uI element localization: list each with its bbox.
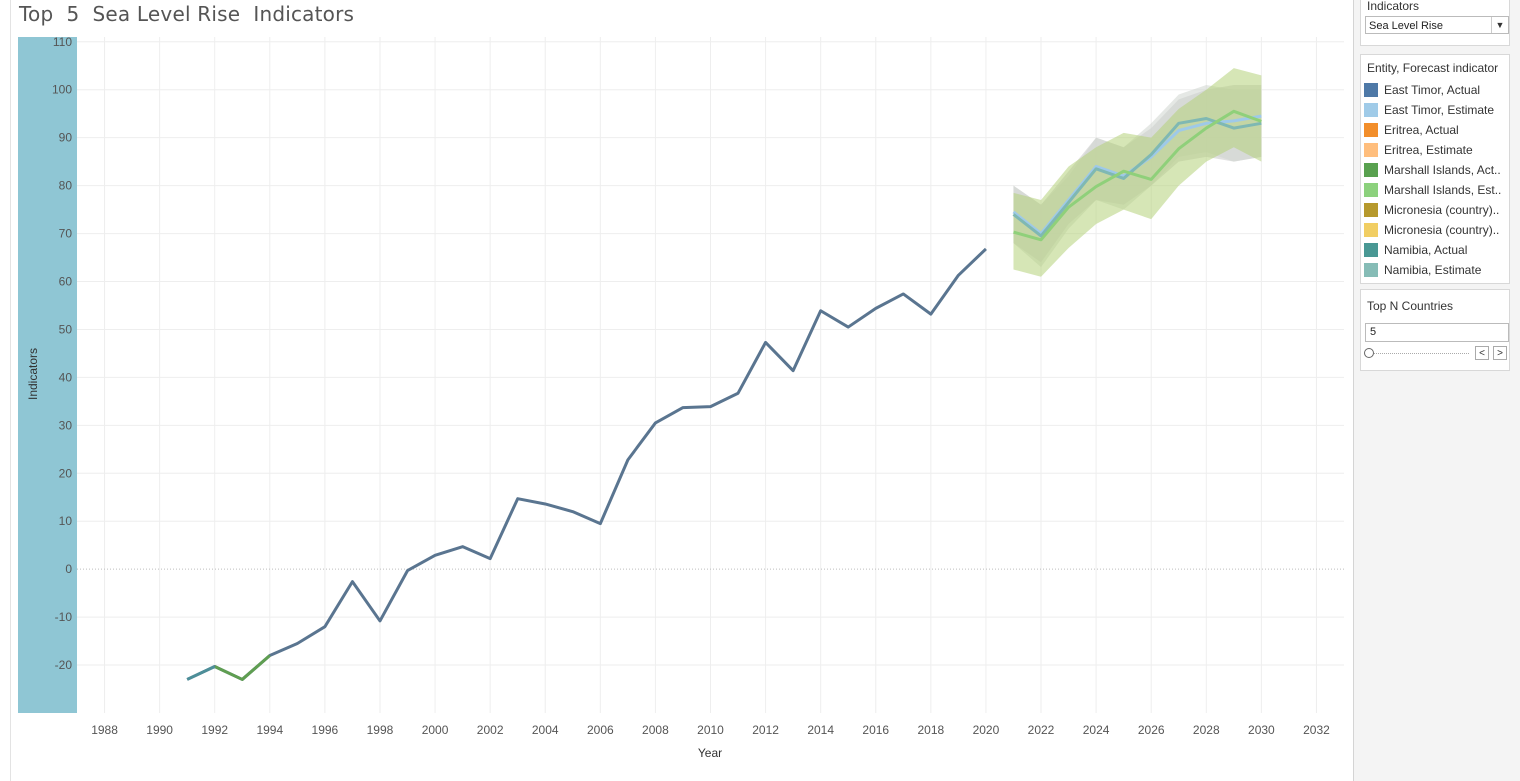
y-tick-label: -20 (55, 658, 73, 672)
x-tick-label: 2004 (532, 723, 559, 737)
legend-label: Micronesia (country).. (1384, 203, 1500, 217)
x-tick-label: 2000 (422, 723, 449, 737)
topn-label: Top N Countries (1367, 299, 1454, 313)
legend-item[interactable]: Marshall Islands, Act.. (1361, 160, 1509, 180)
topn-input[interactable]: 5 (1365, 323, 1509, 342)
y-tick-label: 80 (59, 179, 73, 193)
left-edge (0, 0, 11, 781)
legend-label: Micronesia (country).. (1384, 223, 1500, 237)
y-tick-label: 20 (59, 466, 73, 480)
x-tick-label: 2024 (1083, 723, 1110, 737)
x-tick-label: 2002 (477, 723, 504, 737)
x-tick-label: 1998 (367, 723, 394, 737)
legend-card: Entity, Forecast indicator East Timor, A… (1360, 54, 1510, 284)
filter-panel: Indicators Sea Level Rise ▼ Entity, Fore… (1354, 0, 1520, 781)
x-tick-label: 2014 (807, 723, 834, 737)
legend-label: Marshall Islands, Act.. (1384, 163, 1501, 177)
y-axis-band (18, 37, 77, 713)
x-tick-label: 1994 (256, 723, 283, 737)
legend-swatch (1364, 243, 1378, 257)
y-tick-label: 110 (53, 35, 72, 49)
x-tick-label: 1988 (91, 723, 118, 737)
x-tick-label: 2028 (1193, 723, 1220, 737)
legend-list: East Timor, Actual East Timor, Estimate Er… (1361, 80, 1509, 280)
legend-swatch (1364, 103, 1378, 117)
legend-item[interactable]: Micronesia (country).. (1361, 200, 1509, 220)
topn-slider-track[interactable] (1369, 353, 1469, 354)
estimate-line (1013, 109, 1262, 242)
legend-item[interactable]: East Timor, Actual (1361, 80, 1509, 100)
x-tick-label: 2022 (1028, 723, 1055, 737)
topn-slider-handle[interactable] (1364, 348, 1374, 358)
x-tick-label: 2016 (862, 723, 889, 737)
legend-item[interactable]: Namibia, Estimate (1361, 260, 1509, 280)
legend-title: Entity, Forecast indicator (1367, 61, 1499, 75)
x-tick-label: 2006 (587, 723, 614, 737)
legend-label: East Timor, Actual (1384, 83, 1481, 97)
legend-label: East Timor, Estimate (1384, 103, 1495, 117)
chevron-right-icon: > (1497, 348, 1503, 359)
x-tick-label: 2026 (1138, 723, 1165, 737)
chart-title: Top 5 Sea Level Rise Indicators (19, 2, 355, 26)
legend-label: Eritrea, Estimate (1384, 143, 1473, 157)
y-tick-label: 60 (59, 275, 73, 289)
x-tick-label: 1996 (312, 723, 339, 737)
legend-swatch (1364, 83, 1378, 97)
y-tick-label: -10 (55, 610, 73, 624)
actual-line (186, 247, 987, 681)
estimate-line (1012, 117, 1262, 238)
y-tick-label: 40 (59, 370, 73, 384)
indicators-dropdown-value: Sea Level Rise (1369, 20, 1443, 32)
x-tick-label: 2032 (1303, 723, 1330, 737)
legend-swatch (1364, 143, 1378, 157)
chevron-down-icon[interactable]: ▼ (1491, 17, 1508, 33)
x-tick-label: 2008 (642, 723, 669, 737)
y-tick-label: 70 (59, 227, 73, 241)
legend-swatch (1364, 163, 1378, 177)
legend-swatch (1364, 183, 1378, 197)
legend-item[interactable]: Marshall Islands, Est.. (1361, 180, 1509, 200)
legend-label: Eritrea, Actual (1384, 123, 1459, 137)
legend-swatch (1364, 203, 1378, 217)
y-tick-label: 0 (65, 562, 72, 576)
topn-card: Top N Countries 5 < > (1360, 289, 1510, 371)
decrement-button[interactable]: < (1475, 346, 1489, 360)
chevron-left-icon: < (1479, 348, 1485, 359)
legend-item[interactable]: Micronesia (country).. (1361, 220, 1509, 240)
x-tick-label: 2020 (973, 723, 1000, 737)
legend-swatch (1364, 263, 1378, 277)
actual-line-start (186, 665, 216, 681)
legend-item[interactable]: East Timor, Estimate (1361, 100, 1509, 120)
x-axis-title: Year (698, 746, 722, 760)
chart-worksheet: Top 5 Sea Level Rise Indicators -20 -10 0 1… (0, 0, 1354, 781)
legend-item[interactable]: Eritrea, Actual (1361, 120, 1509, 140)
indicators-filter-card: Indicators Sea Level Rise ▼ (1360, 0, 1510, 46)
legend-label: Namibia, Estimate (1384, 263, 1482, 277)
x-tick-label: 1992 (201, 723, 228, 737)
legend-item[interactable]: Eritrea, Estimate (1361, 140, 1509, 160)
y-tick-label: 30 (59, 418, 73, 432)
forecast-band (1013, 68, 1262, 277)
x-tick-label: 2018 (917, 723, 944, 737)
y-tick-label: 100 (52, 83, 72, 97)
legend-label: Namibia, Actual (1384, 243, 1468, 257)
x-tick-label: 2030 (1248, 723, 1275, 737)
x-tick-label: 1990 (146, 723, 173, 737)
legend-label: Marshall Islands, Est.. (1384, 183, 1502, 197)
increment-button[interactable]: > (1493, 346, 1507, 360)
y-tick-label: 90 (59, 131, 73, 145)
x-tick-label: 2010 (697, 723, 724, 737)
indicators-dropdown[interactable]: Sea Level Rise ▼ (1365, 16, 1509, 34)
y-tick-label: 50 (59, 322, 73, 336)
actual-line-highlight (214, 654, 271, 681)
legend-swatch (1364, 123, 1378, 137)
legend-swatch (1364, 223, 1378, 237)
indicators-filter-label: Indicators (1367, 0, 1420, 13)
legend-item[interactable]: Namibia, Actual (1361, 240, 1509, 260)
x-tick-label: 2012 (752, 723, 779, 737)
y-axis-title: Indicators (26, 348, 40, 400)
y-tick-label: 10 (59, 514, 73, 528)
